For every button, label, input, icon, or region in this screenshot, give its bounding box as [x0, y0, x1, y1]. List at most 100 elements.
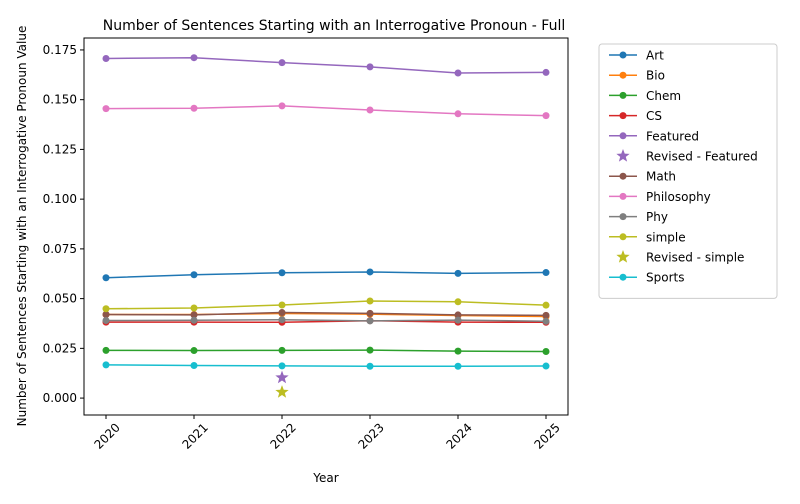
legend-marker-math: [619, 172, 627, 180]
data-point-art: [102, 274, 110, 282]
data-point-simple: [454, 298, 462, 306]
legend-marker-bio: [619, 71, 627, 79]
data-point-art: [454, 269, 462, 277]
data-point-philosophy: [278, 102, 286, 110]
data-point-philosophy: [102, 105, 110, 113]
data-point-math: [102, 311, 110, 319]
legend-marker-chem: [619, 91, 627, 99]
x-axis-label: Year: [312, 471, 338, 485]
x-tick-label: 2021: [179, 420, 210, 451]
y-tick-label: 0.050: [43, 292, 77, 306]
legend-box: [598, 43, 778, 299]
data-point-simple: [190, 304, 198, 312]
data-point-chem: [278, 346, 286, 354]
legend-marker-sports: [619, 273, 627, 281]
legend-marker-simple: [619, 233, 627, 241]
legend-marker-featured: [619, 132, 627, 140]
data-point-phy: [190, 316, 198, 324]
legend-label-simple: simple: [646, 230, 686, 244]
plot-marks: [102, 54, 550, 398]
data-point-art: [190, 271, 198, 279]
data-point-phy: [454, 316, 462, 324]
y-tick-label: 0.075: [43, 242, 77, 256]
legend-label-chem: Chem: [646, 89, 681, 103]
data-point-featured: [278, 59, 286, 67]
legend-label-sports: Sports: [646, 271, 684, 285]
data-point-featured: [102, 54, 110, 62]
x-axis-ticks: 2020 2021 2022 2023 2024 2025: [91, 415, 563, 452]
data-point-sports: [542, 362, 550, 370]
series-line-simple: [105, 300, 547, 310]
x-tick-label: 2024: [443, 420, 474, 451]
legend-label-phy: Phy: [646, 210, 668, 224]
data-point-simple: [102, 305, 110, 313]
legend-label-bio: Bio: [646, 69, 665, 83]
legend-marker-cs: [619, 112, 627, 120]
legend-marker-phy: [619, 213, 627, 221]
data-point-featured: [542, 68, 550, 76]
legend-label-featured: Featured: [646, 129, 699, 143]
data-point-math: [190, 311, 198, 319]
data-point-math: [542, 311, 550, 319]
data-point-chem: [542, 348, 550, 356]
chart-title: Number of Sentences Starting with an Int…: [103, 18, 566, 34]
y-tick-label: 0.025: [43, 341, 77, 355]
series-line-featured: [105, 56, 547, 74]
legend-label-cs: CS: [646, 109, 662, 123]
data-point-sports: [102, 361, 110, 369]
data-point-phy: [102, 317, 110, 325]
data-point-philosophy: [542, 112, 550, 120]
legend-marker-philosophy: [619, 192, 627, 200]
y-axis-label: Number of Sentences Starting with an Int…: [15, 26, 29, 427]
data-point-simple: [278, 301, 286, 309]
data-point-chem: [454, 347, 462, 355]
data-point-revised-simple: [275, 385, 289, 398]
series-line-sports: [105, 364, 547, 368]
y-tick-label: 0.000: [43, 391, 77, 405]
data-point-featured: [454, 69, 462, 77]
x-tick-label: 2025: [531, 420, 562, 451]
data-point-math: [366, 309, 374, 317]
legend-marker-art: [619, 51, 627, 59]
series-line-art: [105, 271, 547, 279]
data-point-featured: [366, 63, 374, 71]
legend-marker-revised-simple: [616, 250, 630, 263]
y-tick-label: 0.175: [43, 43, 77, 57]
data-point-philosophy: [454, 110, 462, 118]
legend-marker-revised-featured: [616, 149, 630, 162]
data-point-sports: [278, 362, 286, 370]
series-line-phy: [105, 318, 547, 323]
data-point-featured: [190, 54, 198, 62]
legend-label-revised-featured: Revised - Featured: [646, 150, 758, 164]
legend-label-art: Art: [646, 49, 664, 63]
data-point-simple: [366, 297, 374, 305]
data-point-chem: [190, 347, 198, 355]
data-point-sports: [454, 362, 462, 370]
legend-label-philosophy: Philosophy: [646, 190, 711, 204]
series-line-chem: [105, 349, 547, 353]
data-point-math: [278, 309, 286, 317]
data-point-simple: [542, 301, 550, 309]
data-point-phy: [542, 317, 550, 325]
legend: Art Bio Chem CS Featured Revised - Featured Ma…: [598, 43, 778, 299]
legend-label-revised-simple: Revised - simple: [646, 251, 744, 265]
y-tick-label: 0.125: [43, 142, 77, 156]
data-point-art: [542, 269, 550, 277]
y-tick-label: 0.100: [43, 192, 77, 206]
data-point-art: [366, 268, 374, 276]
data-point-math: [454, 311, 462, 319]
data-point-phy: [278, 316, 286, 324]
y-tick-label: 0.150: [43, 93, 77, 107]
data-point-phy: [366, 317, 374, 325]
y-axis-ticks: 0.000 0.025 0.050 0.075 0.100 0.125 0.150 0.175: [43, 43, 84, 405]
series-line-math: [105, 311, 547, 317]
series-line-philosophy: [105, 105, 547, 117]
series-line-cs: [106, 319, 547, 324]
x-tick-label: 2020: [91, 420, 122, 451]
data-point-philosophy: [190, 104, 198, 112]
data-point-art: [278, 269, 286, 277]
data-point-revised-featured: [275, 370, 289, 384]
x-tick-label: 2023: [355, 420, 386, 451]
data-point-chem: [366, 346, 374, 354]
